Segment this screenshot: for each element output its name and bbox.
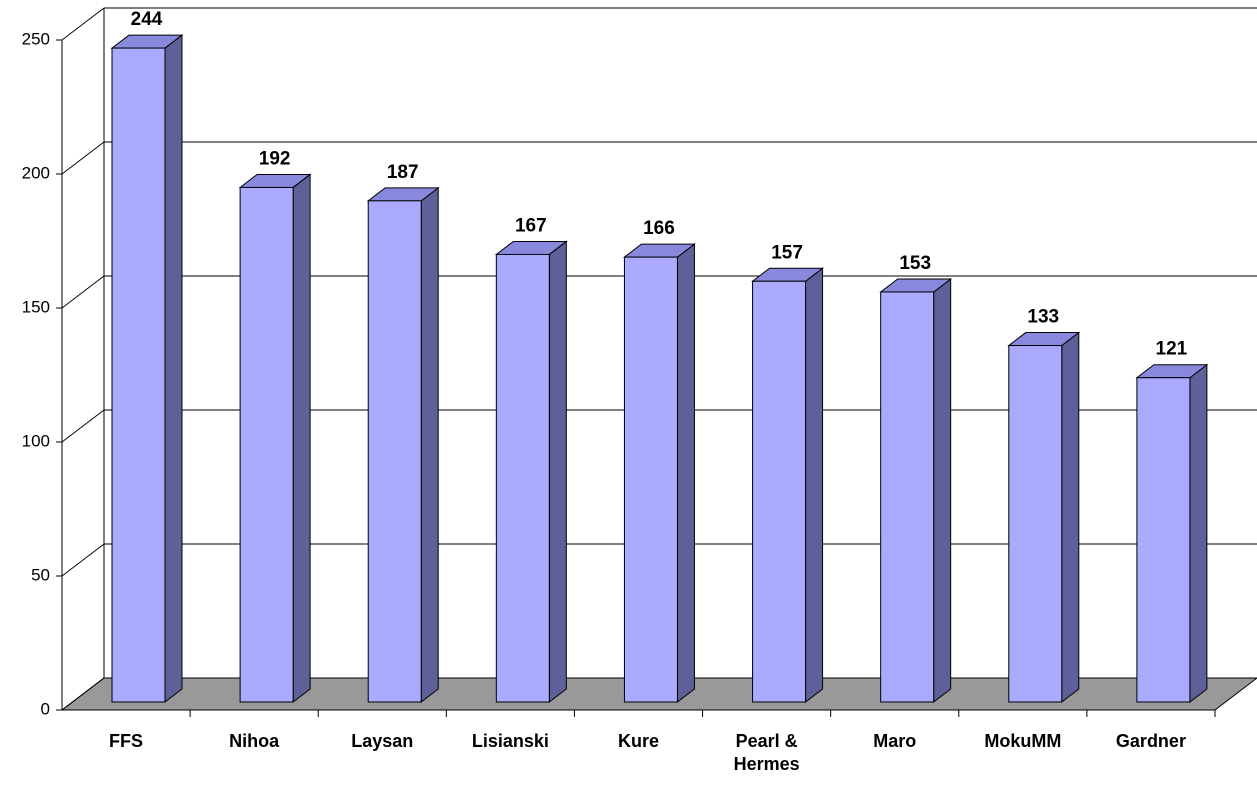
x-tick-label: Kure <box>617 731 659 751</box>
bar-side <box>805 267 824 704</box>
value-label: 187 <box>387 162 419 183</box>
value-label: 244 <box>131 9 163 30</box>
grid-connector <box>61 7 105 41</box>
bar <box>495 253 550 703</box>
bar-side <box>292 173 311 704</box>
bar <box>623 256 678 703</box>
grid-connector <box>61 409 105 443</box>
bar-side <box>1061 331 1080 704</box>
bar <box>111 47 166 703</box>
grid-connector <box>61 141 105 175</box>
value-label: 121 <box>1156 339 1188 360</box>
bar <box>752 280 807 703</box>
value-label: 167 <box>515 215 547 236</box>
bar <box>239 186 294 703</box>
value-label: 157 <box>771 242 803 263</box>
bar-side <box>164 34 183 704</box>
bar-side <box>676 243 695 704</box>
value-label: 166 <box>643 218 675 239</box>
x-tick-label: Maro <box>873 731 917 751</box>
y-tick-label: 0 <box>41 699 50 718</box>
grid-connector <box>61 677 105 711</box>
bar <box>880 291 935 703</box>
y-tick-label: 150 <box>22 297 50 316</box>
y-tick-label: 50 <box>31 565 50 584</box>
x-tick-label: Nihoa <box>229 731 280 751</box>
x-tick-label: MokuMM <box>984 731 1062 751</box>
bar <box>367 200 422 703</box>
bar-side <box>548 240 567 704</box>
y-tick-label: 100 <box>22 431 50 450</box>
value-label: 133 <box>1027 307 1059 328</box>
x-tick-label: FFS <box>109 731 144 751</box>
bar-side <box>933 277 952 704</box>
value-label: 153 <box>899 253 931 274</box>
bar <box>1136 377 1191 703</box>
bar-side <box>1189 363 1208 704</box>
value-label: 192 <box>259 148 291 169</box>
x-tick-label: Gardner <box>1115 731 1186 751</box>
bar-side <box>420 186 439 704</box>
grid-connector <box>61 275 105 309</box>
y-tick-label: 250 <box>22 29 50 48</box>
x-tick-label: Laysan <box>351 731 414 751</box>
x-tick-label: Pearl & Hermes <box>733 731 800 774</box>
x-tick-label: Lisianski <box>471 731 549 751</box>
grid-connector <box>61 543 105 577</box>
bar <box>1008 345 1063 703</box>
y-tick-label: 200 <box>22 163 50 182</box>
